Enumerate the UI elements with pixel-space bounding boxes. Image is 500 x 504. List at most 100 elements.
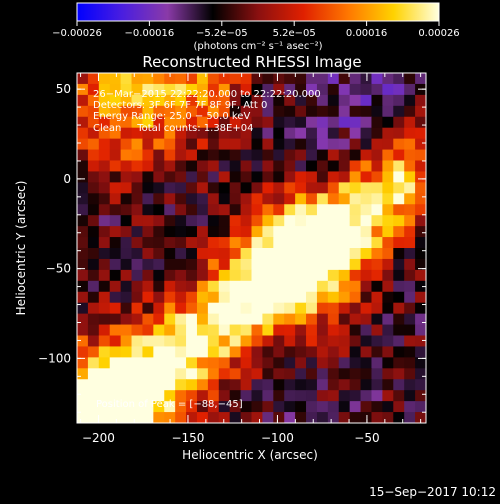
heatmap-cell — [382, 204, 394, 216]
heatmap-cell — [120, 401, 133, 413]
heatmap-cell — [262, 73, 274, 85]
heatmap-cell — [415, 324, 426, 337]
heatmap-cell — [295, 204, 307, 216]
heatmap-cell — [131, 237, 144, 249]
heatmap-cell — [131, 83, 144, 96]
heatmap-cell — [218, 412, 231, 423]
heatmap-cell — [218, 335, 231, 348]
heatmap-cell — [284, 171, 296, 183]
heatmap-cell — [349, 105, 362, 118]
heatmap-cell — [284, 390, 296, 402]
heatmap-cell — [284, 83, 296, 96]
heatmap-cell — [153, 237, 165, 249]
heatmap-cell — [207, 346, 220, 358]
heatmap-cell — [404, 269, 416, 282]
heatmap-cell — [120, 237, 133, 249]
heatmap-cell — [284, 215, 296, 227]
heatmap-cell — [196, 182, 209, 194]
heatmap-cell — [349, 291, 362, 304]
heatmap-cell — [109, 105, 122, 118]
heatmap-cell — [98, 324, 111, 337]
heatmap-cell — [273, 269, 285, 282]
heatmap-cell — [164, 116, 176, 129]
heatmap-cell — [262, 269, 274, 282]
heatmap-cell — [77, 357, 89, 369]
heatmap-cell — [109, 149, 122, 162]
heatmap-cell — [360, 127, 373, 140]
heatmap-cell — [153, 138, 165, 151]
heatmap-cell — [393, 269, 405, 282]
heatmap-cell — [87, 127, 100, 140]
heatmap-cell — [327, 401, 340, 413]
heatmap-cell — [393, 116, 405, 129]
heatmap-cell — [306, 182, 318, 194]
heatmap-cell — [262, 182, 274, 194]
heatmap-cell — [142, 116, 154, 129]
heatmap-cell — [306, 83, 318, 96]
heatmap-cell — [109, 83, 122, 96]
heatmap-cell — [273, 138, 285, 151]
heatmap-cell — [164, 390, 176, 402]
heatmap-cell — [186, 94, 198, 107]
heatmap-cell — [131, 105, 144, 118]
heatmap-cell — [393, 160, 405, 173]
heatmap-cell — [98, 193, 111, 205]
heatmap-cell — [153, 390, 165, 402]
heatmap-cell — [371, 226, 383, 238]
heatmap-cell — [77, 258, 89, 271]
heatmap-cell — [262, 171, 274, 183]
heatmap-cell — [404, 116, 416, 129]
heatmap-cell — [218, 226, 231, 238]
heatmap-cell — [87, 116, 100, 129]
heatmap-cell — [229, 193, 242, 205]
heatmap-cell — [273, 160, 285, 173]
heatmap-cell — [142, 401, 154, 413]
heatmap-cell — [240, 193, 253, 205]
heatmap-cell — [262, 204, 274, 216]
heatmap-cell — [338, 116, 351, 129]
heatmap-cell — [175, 73, 187, 85]
heatmap-cell — [273, 182, 285, 194]
heatmap-cell — [338, 182, 351, 194]
heatmap-cell — [207, 258, 220, 271]
heatmap-cell — [306, 94, 318, 107]
heatmap-cell — [262, 357, 274, 369]
heatmap-cell — [251, 171, 264, 183]
heatmap-cell — [327, 258, 340, 271]
heatmap-cell — [415, 215, 426, 227]
heatmap-cell — [371, 105, 383, 118]
heatmap-cell — [262, 160, 274, 173]
heatmap-cell — [338, 368, 351, 380]
heatmap-cell — [98, 302, 111, 315]
heatmap-cell — [371, 149, 383, 162]
heatmap-cell — [273, 313, 285, 326]
heatmap-cell — [218, 138, 231, 151]
heatmap-cell — [186, 313, 198, 326]
heatmap-cell — [142, 412, 154, 423]
heatmap-cell — [186, 335, 198, 348]
heatmap-cell — [120, 226, 133, 238]
heatmap-cell — [131, 160, 144, 173]
heatmap-cell — [186, 291, 198, 304]
heatmap-cell — [371, 302, 383, 315]
heatmap-cell — [218, 193, 231, 205]
heatmap-cell — [404, 412, 416, 423]
heatmap-cell — [415, 302, 426, 315]
heatmap-cell — [415, 412, 426, 423]
heatmap-cell — [240, 127, 253, 140]
annotation-time: 26−Mar−2015 22:22:20.000 to 22:22:20.000 — [93, 89, 321, 100]
heatmap-cell — [77, 83, 89, 96]
heatmap-cell — [371, 324, 383, 337]
heatmap-cell — [327, 280, 340, 293]
heatmap-cell — [393, 313, 405, 326]
heatmap-cell — [349, 149, 362, 162]
heatmap-cell — [164, 127, 176, 140]
heatmap-cell — [109, 258, 122, 271]
heatmap-cell — [120, 94, 133, 107]
heatmap-cell — [393, 105, 405, 118]
heatmap-cell — [371, 346, 383, 358]
heatmap-cell — [284, 182, 296, 194]
heatmap-cell — [218, 182, 231, 194]
heatmap-cell — [87, 248, 100, 260]
heatmap-cell — [295, 171, 307, 183]
